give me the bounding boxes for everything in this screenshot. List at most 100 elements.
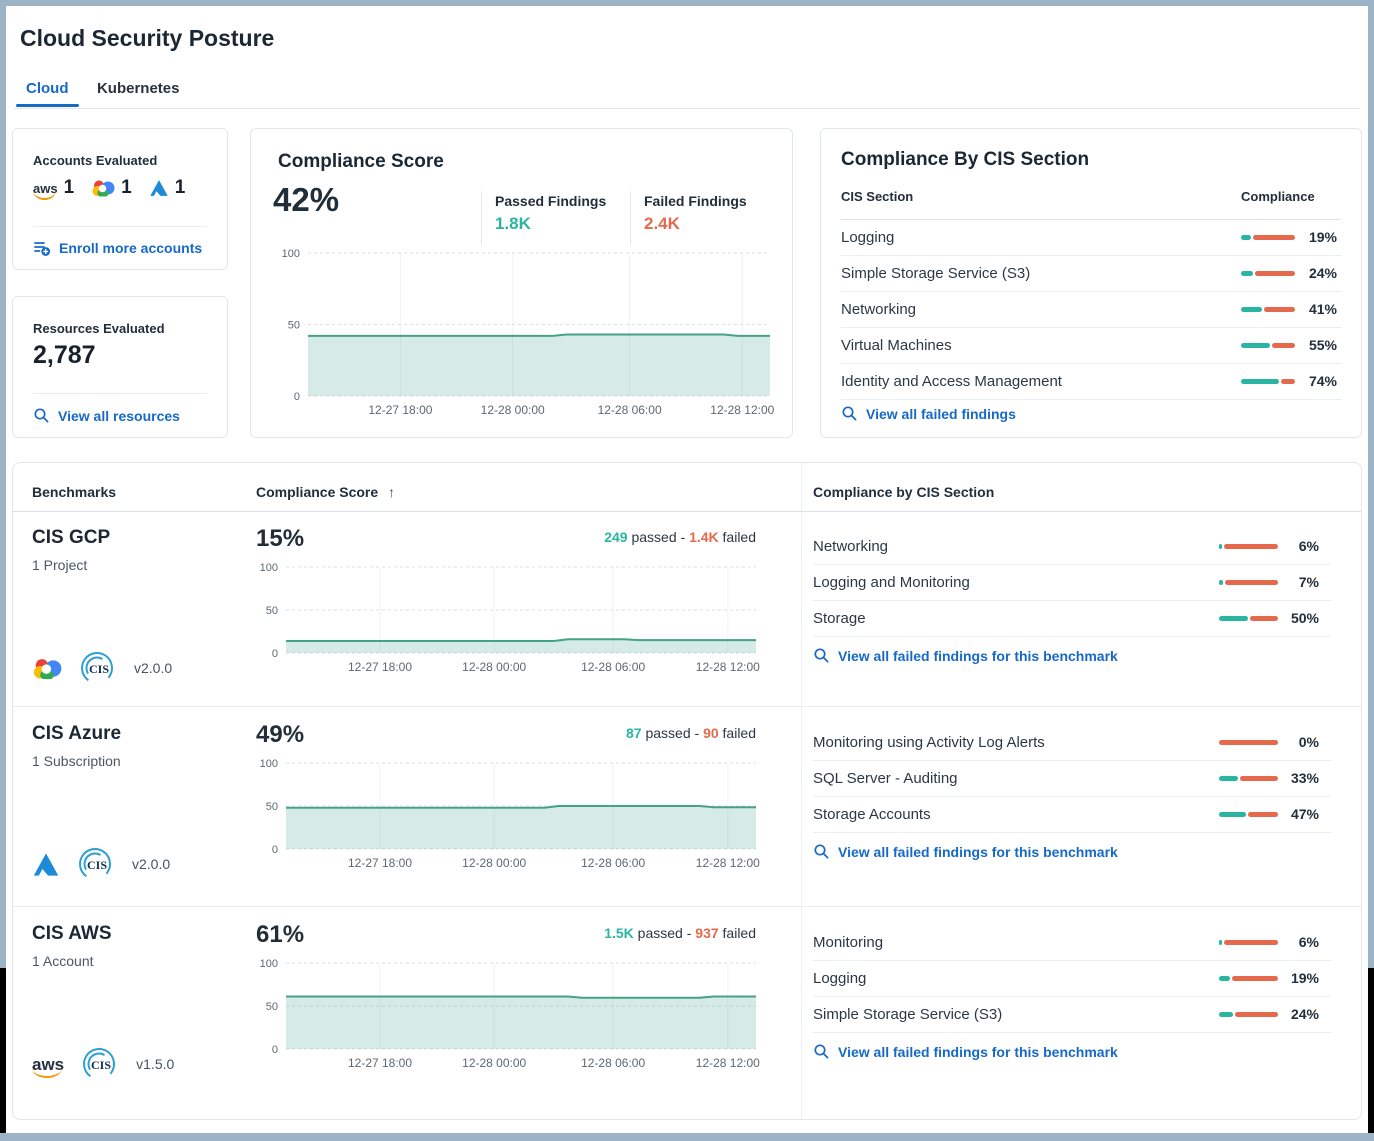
table-row: Simple Storage Service (S3) 24% (813, 997, 1331, 1033)
svg-text:50: 50 (266, 605, 278, 617)
view-all-failed-findings-link[interactable]: View all failed findings (841, 405, 1016, 422)
divider (33, 393, 207, 394)
benchmark-cis-sections: Monitoring using Activity Log Alerts 0% … (813, 707, 1343, 907)
svg-text:CIS: CIS (91, 1058, 111, 1072)
divider (630, 191, 631, 245)
passed-word: passed - (641, 725, 704, 741)
table-row: Networking 41% (841, 292, 1341, 328)
svg-text:12-28 00:00: 12-28 00:00 (462, 856, 526, 870)
azure-account-count: 1 (149, 177, 185, 199)
enroll-more-accounts-link[interactable]: Enroll more accounts (33, 239, 202, 257)
compliance-score-header-label: Compliance Score (256, 484, 379, 500)
svg-text:12-28 00:00: 12-28 00:00 (462, 660, 526, 674)
gcp-logo-icon (92, 180, 115, 197)
passed-count: 249 (604, 529, 628, 545)
table-row: Simple Storage Service (S3) 24% (841, 256, 1341, 292)
divider (481, 191, 482, 245)
svg-text:12-28 12:00: 12-28 12:00 (696, 660, 760, 674)
compliance-score-column-header[interactable]: Compliance Score ↑ (256, 484, 395, 500)
compliance-minibar (1219, 812, 1278, 817)
svg-text:12-28 00:00: 12-28 00:00 (481, 403, 545, 417)
divider (33, 226, 207, 227)
compliance-percent: 0% (1298, 734, 1319, 750)
passed-word: passed - (633, 925, 696, 941)
aws-logo-icon: aws (33, 180, 58, 200)
benchmarks-column-header: Benchmarks (32, 484, 117, 500)
benchmark-link-label: View all failed findings for this benchm… (838, 647, 1118, 664)
overall-compliance-trend-chart: 12-27 18:00 12-28 00:00 12-28 06:00 12-28 1… (273, 247, 778, 422)
cis-section-name: Networking (813, 538, 889, 555)
resources-evaluated-card: Resources Evaluated 2,787 View all resou… (12, 296, 228, 438)
compliance-percent: 74% (1308, 373, 1337, 389)
cis-section-column-header: CIS Section (841, 189, 914, 204)
aws-account-count: aws 1 (33, 177, 74, 200)
failed-findings-value: 2.4K (644, 214, 680, 233)
failed-word: failed (718, 529, 756, 545)
compliance-score-card: Compliance Score 42% Passed Findings 1.8… (250, 128, 793, 438)
passed-findings: Passed Findings 1.8K (495, 193, 606, 234)
compliance-percent: 47% (1290, 806, 1319, 822)
benchmark-score: 61% (256, 921, 305, 948)
view-benchmark-failed-findings-link[interactable]: View all failed findings for this benchm… (813, 1043, 1118, 1060)
failed-count: 937 (695, 925, 719, 941)
cis-section-name: Monitoring using Activity Log Alerts (813, 734, 1045, 751)
svg-text:50: 50 (288, 320, 300, 332)
failed-findings-label: Failed Findings (644, 193, 747, 209)
tab-bar: Cloud Kubernetes (14, 70, 1360, 109)
failed-findings-link-label: View all failed findings (866, 405, 1016, 422)
table-row: Storage Accounts 47% (813, 797, 1331, 833)
benchmark-name: CIS AWS (32, 923, 112, 944)
cis-section-name: Monitoring (813, 934, 884, 951)
table-row: Monitoring using Activity Log Alerts 0% (813, 725, 1331, 761)
passed-word: passed - (627, 529, 690, 545)
passed-findings-value: 1.8K (495, 214, 531, 233)
provider-counts: aws 1 1 1 (33, 177, 185, 200)
resources-link-label: View all resources (58, 407, 180, 424)
screenshot-black-edge-right (1368, 968, 1374, 1133)
svg-text:0: 0 (272, 844, 278, 856)
benchmark-link-label: View all failed findings for this benchm… (838, 1043, 1118, 1060)
compliance-minibar (1219, 976, 1278, 981)
tab-cloud[interactable]: Cloud (14, 70, 81, 107)
compliance-percent: 19% (1308, 229, 1337, 245)
svg-text:12-28 06:00: 12-28 06:00 (598, 403, 662, 417)
cis-section-name: Storage Accounts (813, 806, 931, 823)
compliance-percent: 41% (1308, 301, 1337, 317)
svg-text:12-28 12:00: 12-28 12:00 (696, 1056, 760, 1070)
compliance-minibar (1219, 1012, 1278, 1017)
cis-table-header: CIS Section Compliance (841, 189, 1341, 220)
tab-kubernetes[interactable]: Kubernetes (96, 80, 180, 97)
benchmark-score: 49% (256, 721, 305, 748)
column-separator (801, 463, 802, 1119)
view-benchmark-failed-findings-link[interactable]: View all failed findings for this benchm… (813, 843, 1118, 860)
svg-text:12-27 18:00: 12-27 18:00 (368, 403, 432, 417)
svg-text:12-28 06:00: 12-28 06:00 (581, 856, 645, 870)
aws-logo-icon: aws (32, 1054, 65, 1078)
cis-section-column-header: Compliance by CIS Section (813, 484, 995, 500)
benchmark-pass-fail: 87 passed - 90 failed (456, 725, 756, 741)
screenshot-black-edge-left (0, 968, 6, 1133)
overall-score-value: 42% (273, 181, 340, 218)
enroll-accounts-icon (34, 242, 51, 256)
resources-card-title: Resources Evaluated (33, 321, 165, 336)
cis-logo-icon: CIS (79, 848, 111, 880)
benchmark-version: v1.5.0 (136, 1056, 175, 1072)
benchmarks-table-card: Benchmarks Compliance Score ↑ Compliance… (12, 462, 1362, 1120)
view-all-resources-link[interactable]: View all resources (33, 407, 180, 424)
enroll-link-label: Enroll more accounts (59, 240, 203, 256)
compliance-minibar (1219, 580, 1278, 585)
svg-text:12-27 18:00: 12-27 18:00 (348, 1056, 412, 1070)
svg-text:100: 100 (260, 758, 278, 770)
compliance-percent: 19% (1290, 970, 1319, 986)
passed-count: 1.5K (604, 925, 634, 941)
svg-text:0: 0 (272, 1044, 278, 1056)
compliance-percent: 24% (1308, 265, 1337, 281)
table-row: Logging and Monitoring 7% (813, 565, 1331, 601)
benchmark-score: 15% (256, 525, 305, 552)
cis-section-name: Virtual Machines (841, 337, 952, 354)
benchmark-trend-chart: 12-27 18:00 12-28 00:00 12-28 06:00 12-28 1… (256, 757, 761, 875)
svg-text:12-27 18:00: 12-27 18:00 (348, 856, 412, 870)
cis-section-name: Simple Storage Service (S3) (813, 1006, 1003, 1023)
view-benchmark-failed-findings-link[interactable]: View all failed findings for this benchm… (813, 647, 1118, 664)
window-frame-right (1368, 0, 1374, 968)
